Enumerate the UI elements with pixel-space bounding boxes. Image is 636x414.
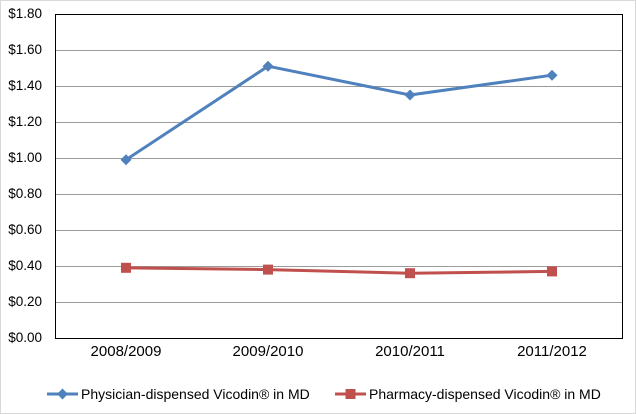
- data-point-diamond: [262, 60, 274, 72]
- series-line: [124, 64, 554, 162]
- legend-line-diamond-icon: [47, 388, 78, 400]
- legend-label-pharmacy-dispensed: Pharmacy-dispensed Vicodin® in MD: [369, 386, 601, 402]
- y-tick-label: $1.60: [8, 42, 42, 57]
- x-tick-label: 2011/2012: [517, 343, 587, 360]
- y-tick-label: $1.40: [8, 78, 42, 93]
- y-tick-label: $0.40: [8, 258, 42, 273]
- x-tick-label: 2009/2010: [232, 343, 304, 360]
- y-tick-label: $0.00: [8, 330, 42, 345]
- y-tick-label: $1.00: [8, 150, 42, 165]
- data-point-square: [547, 266, 557, 277]
- data-point-diamond: [404, 89, 416, 101]
- data-point-square: [263, 264, 273, 275]
- y-tick-label: $0.60: [8, 222, 42, 237]
- data-point-diamond: [546, 69, 558, 81]
- x-tick-label: 2010/2011: [375, 343, 445, 360]
- y-tick-label: $1.20: [8, 114, 42, 129]
- legend-label-physician-dispensed: Physician-dispensed Vicodin® in MD: [81, 386, 310, 402]
- data-point-square: [405, 268, 415, 279]
- legend-item-pharmacy-dispensed: Pharmacy-dispensed Vicodin® in MD: [335, 384, 601, 404]
- legend-line-square-icon: [335, 389, 366, 399]
- y-tick-label: $0.80: [8, 186, 42, 201]
- series-line: [124, 266, 554, 275]
- y-tick-label: $1.80: [8, 6, 42, 21]
- plot-border: [55, 14, 623, 339]
- legend-item-physician-dispensed: Physician-dispensed Vicodin® in MD: [47, 384, 310, 404]
- data-point-square: [345, 389, 356, 399]
- x-tick-label: 2008/2009: [90, 343, 162, 360]
- data-point-diamond: [120, 154, 132, 166]
- data-point-square: [121, 262, 131, 273]
- y-tick-label: $0.20: [8, 294, 42, 309]
- data-point-diamond: [57, 388, 68, 400]
